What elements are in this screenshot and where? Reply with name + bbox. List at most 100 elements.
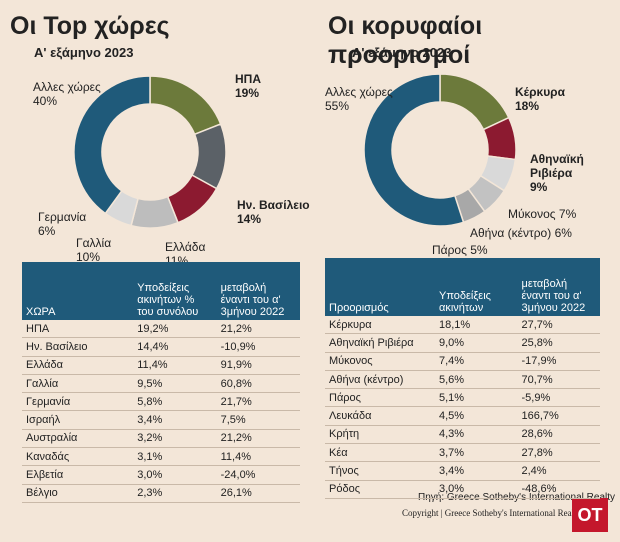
slice-label: Αθηναϊκή Ριβιέρα 9% <box>530 152 610 194</box>
slice-category: Μύκονος <box>508 207 556 221</box>
table-cell: Πάρος <box>325 388 435 408</box>
table-row: Αθηναϊκή Ριβιέρα 9,0% 25,8% <box>325 333 600 353</box>
table-cell: Ελλάδα <box>22 356 134 375</box>
slice-value: 7% <box>558 207 577 221</box>
slice-value: 10% <box>76 250 101 264</box>
table-cell: 9,5% <box>133 374 217 394</box>
chart-title: Οι κορυφαίοι προορισμοί <box>328 12 483 69</box>
chart-subtitle: Α' εξάμηνο 2023 <box>352 45 452 60</box>
table-cell: 21,2% <box>216 320 300 339</box>
table-cell: 27,8% <box>517 443 600 463</box>
table-cell: 3,0% <box>435 480 518 499</box>
slice-value: 55% <box>325 99 350 113</box>
slice-label: Αθήνα (κέντρο) 6% <box>470 226 580 240</box>
slice-label: Ην. Βασίλειο 14% <box>237 198 317 226</box>
table-row: Ην. Βασίλειο 14,4% -10,9% <box>22 337 300 357</box>
slice-value: 6% <box>554 226 572 240</box>
slice-label: Κέρκυρα 18% <box>515 85 595 113</box>
table-cell: 60,8% <box>216 374 300 394</box>
slice-category: Αθηναϊκή Ριβιέρα <box>530 152 584 180</box>
table-row: Αθήνα (κέντρο) 5,6% 70,7% <box>325 370 600 390</box>
table-cell: 3,2% <box>133 429 217 449</box>
table-cell: 3,1% <box>133 447 217 467</box>
chart-title: Οι Top χώρες <box>10 12 170 40</box>
header-row: Προορισμός Υποδείξεις ακινήτων μεταβολή έν… <box>325 258 600 316</box>
slice-label: Αλλες χώρες 55% <box>325 85 405 113</box>
table-cell: -5,9% <box>517 388 600 408</box>
table-cell: 25,8% <box>517 333 600 353</box>
table-cell: Μύκονος <box>325 352 435 371</box>
header-cell: μεταβολή έναντι του α' 3μήνου 2022 <box>216 262 300 320</box>
table-cell: 4,5% <box>435 406 518 426</box>
donut-slice <box>73 75 151 215</box>
slice-label: ΗΠΑ 19% <box>235 72 315 100</box>
slice-category: Αθήνα (κέντρο) <box>470 226 552 240</box>
slice-value: 6% <box>38 224 56 238</box>
table-row: Κέρκυρα 18,1% 27,7% <box>325 316 600 335</box>
table-row: Γερμανία 5,8% 21,7% <box>22 392 300 412</box>
table-cell: 3,0% <box>133 465 217 485</box>
table-cell: -24,0% <box>216 465 300 485</box>
table-row: Πάρος 5,1% -5,9% <box>325 388 600 408</box>
header-cell: Προορισμός <box>325 258 435 316</box>
table-cell: 28,6% <box>517 425 600 445</box>
table-row: Βέλγιο 2,3% 26,1% <box>22 484 300 503</box>
table-cell: 27,7% <box>517 316 600 335</box>
table-cell: 11,4% <box>133 356 217 375</box>
table-row: ΗΠΑ 19,2% 21,2% <box>22 320 300 339</box>
table-cell: 21,7% <box>216 392 300 412</box>
table-cell: ΗΠΑ <box>22 320 134 339</box>
table-cell: Καναδάς <box>22 447 134 467</box>
header-cell: ΧΩΡΑ <box>22 262 134 320</box>
table-cell: -17,9% <box>517 352 600 371</box>
slice-category: Κέρκυρα <box>515 85 565 99</box>
table-cell: 26,1% <box>216 484 300 503</box>
table-row: Ισραήλ 3,4% 7,5% <box>22 410 300 430</box>
slice-category: Γερμανία <box>38 210 87 224</box>
table-cell: 2,3% <box>133 484 217 503</box>
header-cell: μεταβολή έναντι του α' 3μήνου 2022 <box>517 258 600 316</box>
table-cell: 9,0% <box>435 333 518 353</box>
table-cell: 19,2% <box>133 320 217 339</box>
table-cell: Αθηναϊκή Ριβιέρα <box>325 333 435 353</box>
slice-value: 9% <box>530 180 548 194</box>
slice-label: Γερμανία 6% <box>38 210 118 238</box>
logo: ΟΤ <box>572 498 608 532</box>
table-cell: 2,4% <box>517 461 600 481</box>
table-cell: 3,4% <box>133 410 217 430</box>
header-cell: Υποδείξεις ακινήτων <box>435 258 518 316</box>
table-cell: 70,7% <box>517 370 600 390</box>
table-cell: -10,9% <box>216 337 300 357</box>
donut-slice <box>149 75 222 136</box>
donut-charts <box>73 73 517 229</box>
header-row: ΧΩΡΑ Υποδείξεις ακινήτων % του συνόλου μετ… <box>22 262 300 320</box>
table-cell: 18,1% <box>435 316 518 335</box>
table-row: Γαλλία 9,5% 60,8% <box>22 374 300 394</box>
table-cell: Ρόδος <box>325 480 435 499</box>
table-cell: Αυστραλία <box>22 429 134 449</box>
table-cell: -48,6% <box>517 480 600 499</box>
slice-label: Μύκονος 7% <box>508 207 618 221</box>
table-cell: Γερμανία <box>22 392 134 412</box>
table-row: Ελβετία 3,0% -24,0% <box>22 465 300 485</box>
slice-category: Ην. Βασίλειο <box>237 198 310 212</box>
slice-category: ΗΠΑ <box>235 72 261 86</box>
table-row: Μύκονος 7,4% -17,9% <box>325 352 600 371</box>
table-cell: 4,3% <box>435 425 518 445</box>
table-cell: Κέρκυρα <box>325 316 435 335</box>
slice-category: Ελλάδα <box>165 240 206 254</box>
table-cell: 11,4% <box>216 447 300 467</box>
slice-label: Γαλλία 10% <box>76 236 156 264</box>
table-cell: Ην. Βασίλειο <box>22 337 134 357</box>
table-cell: 14,4% <box>133 337 217 357</box>
table-row: Αυστραλία 3,2% 21,2% <box>22 429 300 449</box>
slice-category: Γαλλία <box>76 236 112 250</box>
table-cell: Τήνος <box>325 461 435 481</box>
data-table: ΧΩΡΑ Υποδείξεις ακινήτων % του συνόλου μετ… <box>22 262 300 503</box>
table-cell: 21,2% <box>216 429 300 449</box>
table-cell: 5,1% <box>435 388 518 408</box>
table-row: Ελλάδα 11,4% 91,9% <box>22 356 300 375</box>
table-cell: Γαλλία <box>22 374 134 394</box>
table-row: Κρήτη 4,3% 28,6% <box>325 425 600 445</box>
